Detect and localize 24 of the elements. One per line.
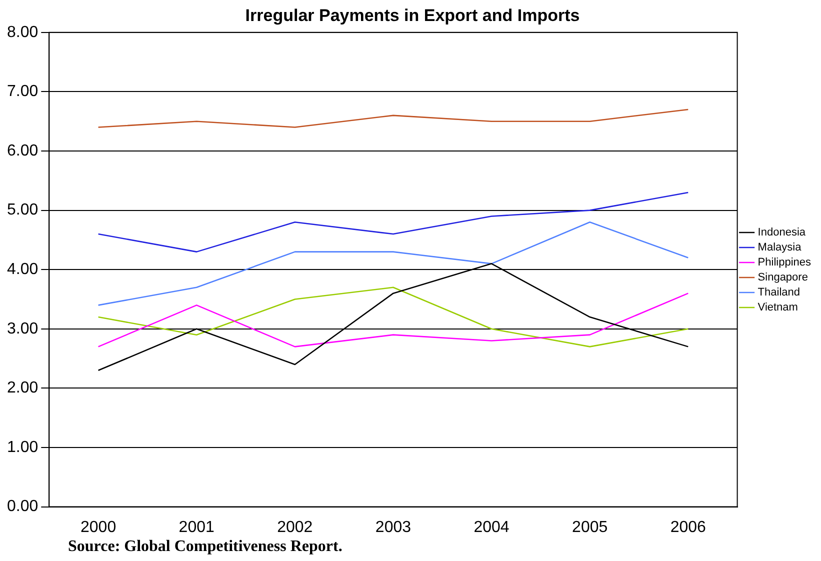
legend-label: Thailand [758,286,800,299]
y-tick-label: 7.00 [7,83,38,100]
x-tick-label: 2001 [178,518,214,536]
legend-label: Vietnam [758,302,798,314]
x-tick-label: 2002 [277,518,313,536]
y-tick-label: 1.00 [7,438,38,456]
y-tick-label: 8.00 [7,24,38,41]
x-tick-label: 2003 [375,518,412,536]
legend-label: Indonesia [758,226,806,239]
y-tick-label: 5.00 [7,202,38,219]
x-tick-label: 2004 [474,518,510,536]
legend-label: Malaysia [758,242,802,254]
y-tick-label: 6.00 [7,142,38,160]
legend-label: Philippines [758,256,812,269]
y-tick-label: 2.00 [7,380,38,397]
source-note: Source: Global Competitiveness Report. [68,538,342,556]
x-tick-label: 2005 [572,518,608,536]
legend-label: Singapore [758,272,808,284]
y-tick-label: 0.00 [7,498,38,516]
y-tick-label: 3.00 [7,320,38,338]
x-tick-label: 2006 [670,518,706,536]
x-tick-label: 2000 [80,518,116,536]
chart-title: Irregular Payments in Export and Imports [245,6,580,25]
y-tick-label: 4.00 [7,261,38,278]
